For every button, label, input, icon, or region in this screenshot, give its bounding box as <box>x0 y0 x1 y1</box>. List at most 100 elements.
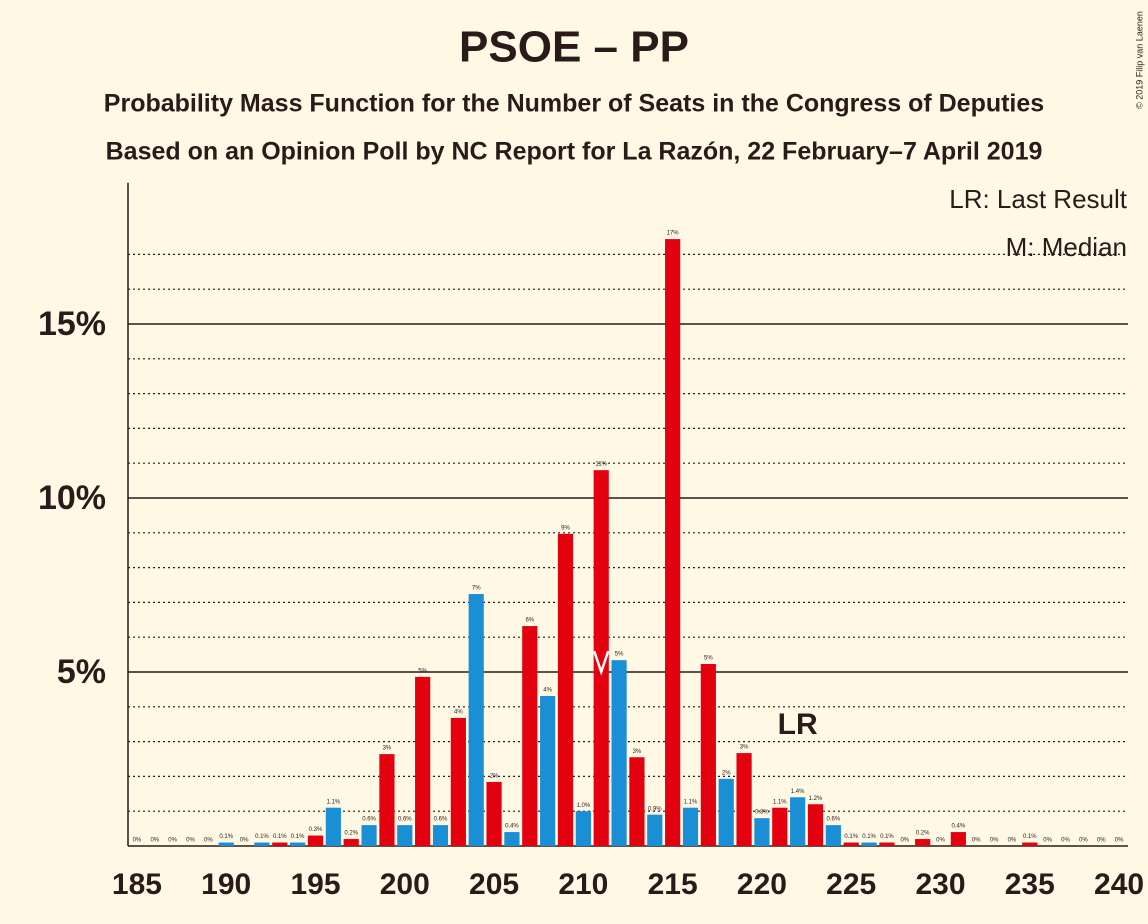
value-label: 4% <box>543 688 552 694</box>
bar <box>718 778 734 846</box>
value-label: 0.1% <box>1023 834 1037 840</box>
chart-subtitle: Based on an Opinion Poll by NC Report fo… <box>106 138 1043 166</box>
bar <box>879 842 895 846</box>
bar <box>307 835 324 846</box>
value-label: 6% <box>525 618 534 624</box>
value-label: 0.8% <box>755 810 769 816</box>
x-tick-label: 190 <box>201 868 251 901</box>
y-tick-label: 15% <box>38 305 106 343</box>
value-label: 0% <box>1043 838 1052 844</box>
bar <box>843 842 859 846</box>
value-label: 0% <box>1115 838 1124 844</box>
bar <box>468 594 484 846</box>
bar <box>450 717 466 846</box>
value-label: 0% <box>204 838 213 844</box>
bar <box>629 757 645 846</box>
bar <box>950 832 966 846</box>
bar <box>700 663 716 846</box>
bar <box>325 807 341 846</box>
value-label: 3% <box>633 749 642 755</box>
value-label: 0.1% <box>219 834 233 840</box>
legend-text: M: Median <box>1006 232 1127 262</box>
legend-text: LR: Last Result <box>949 184 1128 214</box>
bar <box>772 807 788 846</box>
bar <box>432 825 449 846</box>
value-label: 0.1% <box>273 834 287 840</box>
bar <box>504 832 520 846</box>
median-marker <box>593 650 610 676</box>
value-label: 1.1% <box>684 799 698 805</box>
value-label: 3% <box>740 745 749 751</box>
x-tick-label: 185 <box>112 868 162 901</box>
bar <box>272 842 288 846</box>
value-label: 5% <box>704 656 713 662</box>
value-label: 0.6% <box>827 817 841 823</box>
x-tick-label: 195 <box>290 868 340 901</box>
bar <box>825 825 841 846</box>
value-label: 0% <box>990 838 999 844</box>
value-label: 0% <box>1079 838 1088 844</box>
value-label: 0.9% <box>648 806 662 812</box>
value-label: 0% <box>150 838 159 844</box>
bar <box>415 676 431 846</box>
value-label: 0.2% <box>344 831 358 837</box>
value-label: 17% <box>667 231 680 237</box>
bar <box>397 825 413 846</box>
value-label: 5% <box>418 668 427 674</box>
bar <box>575 811 591 846</box>
value-label: 0.6% <box>362 817 376 823</box>
value-label: 0% <box>900 838 909 844</box>
value-label: 0% <box>168 838 177 844</box>
chart-title: PSOE – PP <box>459 23 689 72</box>
bar <box>557 533 574 846</box>
bar <box>754 818 770 846</box>
value-label: 2% <box>722 770 731 776</box>
value-label: 5% <box>615 652 624 658</box>
value-label: 0% <box>1061 838 1070 844</box>
value-label: 2% <box>490 774 499 780</box>
value-label: 0.4% <box>952 824 966 830</box>
value-label: 1.1% <box>773 799 787 805</box>
value-label: 0% <box>133 838 142 844</box>
value-label: 9% <box>561 525 570 531</box>
bar <box>790 797 806 846</box>
chart-subtitle: Probability Mass Function for the Number… <box>104 90 1044 118</box>
value-label: 0% <box>1008 838 1017 844</box>
y-tick-label: 10% <box>38 479 106 517</box>
value-label: 0.1% <box>844 834 858 840</box>
bar <box>861 842 877 846</box>
value-label: 0.1% <box>862 834 876 840</box>
value-label: 0% <box>240 838 249 844</box>
value-label: 0.2% <box>916 831 930 837</box>
value-label: 4% <box>454 710 463 716</box>
value-label: 0.3% <box>309 827 323 833</box>
x-tick-label: 225 <box>826 868 876 901</box>
value-label: 0% <box>972 838 981 844</box>
copyright: © 2019 Filip van Laenen <box>1134 11 1144 109</box>
value-label: 0.1% <box>255 834 269 840</box>
value-label: 0.6% <box>398 817 412 823</box>
value-label: 0% <box>186 838 195 844</box>
x-tick-label: 240 <box>1094 868 1144 901</box>
bar <box>486 781 502 846</box>
bar <box>593 470 609 846</box>
bar <box>647 814 663 846</box>
value-label: 0.1% <box>880 834 894 840</box>
bar <box>361 825 377 846</box>
y-tick-label: 5% <box>57 653 106 691</box>
value-label: 7% <box>472 586 481 592</box>
bar <box>665 239 681 846</box>
value-label: 1.0% <box>577 803 591 809</box>
bar <box>682 807 699 846</box>
bar <box>290 842 306 846</box>
x-tick-label: 215 <box>648 868 698 901</box>
x-tick-label: 230 <box>915 868 965 901</box>
value-label: 0% <box>936 838 945 844</box>
x-tick-label: 205 <box>469 868 519 901</box>
value-label: 1.4% <box>791 789 805 795</box>
value-label: 1.2% <box>809 796 823 802</box>
bar <box>736 753 752 846</box>
value-label: 11% <box>595 462 607 468</box>
bar <box>379 754 395 846</box>
